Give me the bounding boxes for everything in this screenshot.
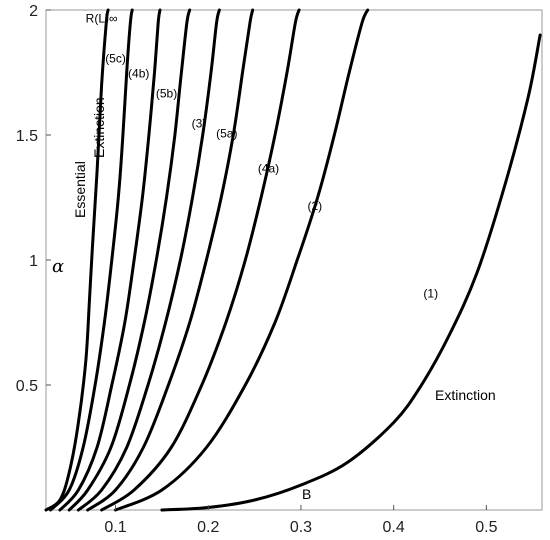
x-tick-label: 0.5 — [475, 519, 497, 536]
series-label-6: (4a) — [258, 162, 279, 176]
y-axis-label: α — [52, 256, 64, 277]
extinction-label: Extinction — [435, 387, 496, 403]
series-line-3 — [67, 8, 192, 512]
x-tick-label: 0.3 — [290, 519, 312, 536]
x-tick-label: 0.1 — [104, 519, 126, 536]
series-line-6 — [100, 8, 301, 512]
series-label-2: (4b) — [128, 67, 149, 81]
series-label-4: (3) — [192, 117, 207, 131]
essential-extinction-label: Extinction — [91, 97, 107, 158]
y-tick-label: 2 — [29, 3, 38, 20]
series-label-0: R(L)∞ — [86, 12, 118, 26]
x-tick-label: 0.2 — [197, 519, 219, 536]
y-tick-label: 0.5 — [16, 378, 38, 395]
series-line-8 — [160, 33, 542, 512]
curve-labels: R(L)∞ (5c)(4b) (5b) (3) (5a) (4a) (2) (1) — [86, 12, 438, 301]
series-label-3: (5b) — [156, 87, 177, 101]
series-label-8: (1) — [423, 287, 438, 301]
y-tick-label: 1.5 — [16, 128, 38, 145]
axis-ticks: 0.1 0.2 0.3 0.4 0.5 0.5 1 1.5 2 — [16, 3, 498, 536]
series-line-7 — [114, 8, 370, 512]
series-line-0 — [44, 8, 110, 512]
y-tick-label: 1 — [29, 253, 38, 270]
series-line-1 — [49, 8, 134, 512]
series-label-7: (2) — [308, 199, 323, 213]
x-tick-label: 0.4 — [383, 519, 405, 536]
series-line-2 — [58, 8, 162, 512]
series-line-5 — [86, 8, 255, 512]
curve-group — [44, 8, 542, 512]
plot-frame — [45, 9, 543, 511]
series-label-1: (5c) — [105, 52, 126, 66]
b-point-label: B — [302, 486, 311, 502]
essential-label: Essential — [72, 161, 88, 218]
series-label-5: (5a) — [216, 127, 237, 141]
series-line-4 — [76, 8, 221, 512]
